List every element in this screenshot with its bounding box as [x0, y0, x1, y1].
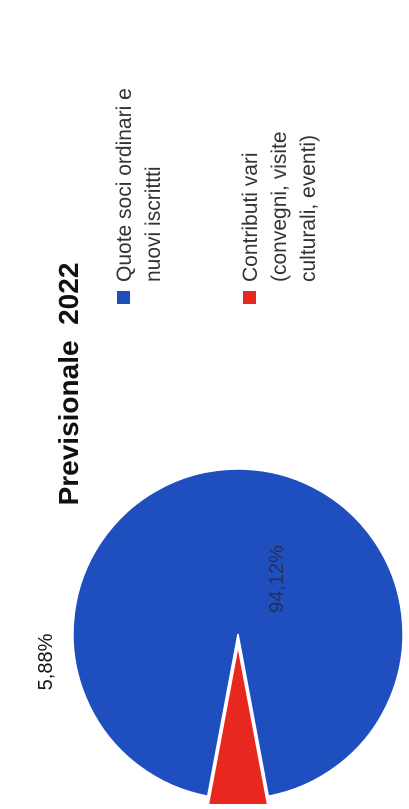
- pie-group: 94,12% 5,88%: [35, 468, 404, 809]
- legend-label-2-line-1: Contributi vari: [239, 152, 262, 282]
- legend-label-2-line-3: culturali, eventi): [297, 135, 320, 282]
- legend-label-1-line-2: nuovi iscrittti: [142, 166, 165, 282]
- legend-entry-2: Contributi vari (convegni, visite cultural…: [239, 131, 320, 304]
- data-label-contributi-vari: 5,88%: [35, 633, 57, 690]
- legend-entry-1: Quote soci ordinari e nuovi iscrittti: [113, 88, 165, 304]
- legend-swatch-1: [117, 291, 130, 304]
- chart-title: Previsionale 2022: [53, 263, 84, 506]
- legend-label-1-line-1: Quote soci ordinari e: [113, 88, 136, 282]
- chart-legend: Quote soci ordinari e nuovi iscrittti Cont…: [113, 88, 320, 304]
- legend-swatch-2: [243, 291, 256, 304]
- pie-slice-quote-soci-ordinari-e-nu: [72, 468, 404, 798]
- legend-label-2-line-2: (convegni, visite: [268, 131, 291, 282]
- data-label-quote-soci: 94,12%: [266, 545, 288, 613]
